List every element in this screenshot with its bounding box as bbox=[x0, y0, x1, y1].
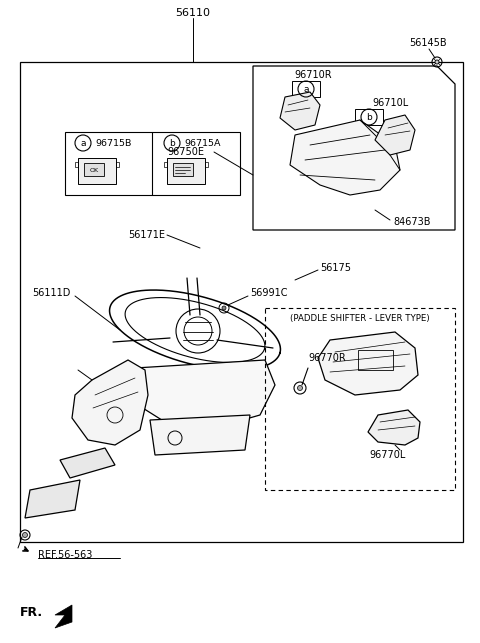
Polygon shape bbox=[60, 448, 115, 478]
Polygon shape bbox=[25, 480, 80, 518]
Polygon shape bbox=[318, 332, 418, 395]
Text: 56145B: 56145B bbox=[409, 38, 446, 48]
Bar bbox=[75, 162, 78, 167]
Text: 56171E: 56171E bbox=[128, 230, 165, 240]
Bar bbox=[355, 109, 383, 125]
Text: a: a bbox=[80, 138, 86, 147]
Circle shape bbox=[23, 532, 27, 538]
Text: FR.: FR. bbox=[20, 606, 43, 619]
Circle shape bbox=[222, 306, 226, 310]
Polygon shape bbox=[72, 360, 148, 445]
Text: 96770R: 96770R bbox=[308, 353, 346, 363]
Text: a: a bbox=[303, 84, 309, 93]
Text: 96750E: 96750E bbox=[168, 147, 204, 157]
Text: 56175: 56175 bbox=[320, 263, 351, 273]
Bar bbox=[173, 163, 193, 176]
Bar bbox=[205, 162, 208, 167]
Polygon shape bbox=[150, 415, 250, 455]
Polygon shape bbox=[375, 115, 415, 155]
Bar bbox=[116, 162, 119, 167]
Bar bbox=[265, 308, 455, 490]
Bar bbox=[358, 350, 393, 370]
Bar bbox=[292, 81, 320, 97]
Text: 96770L: 96770L bbox=[370, 450, 406, 460]
Bar bbox=[20, 62, 463, 542]
Text: (PADDLE SHIFTER - LEVER TYPE): (PADDLE SHIFTER - LEVER TYPE) bbox=[290, 314, 430, 323]
Text: 96710L: 96710L bbox=[372, 98, 408, 108]
Bar bbox=[65, 132, 240, 195]
Polygon shape bbox=[55, 605, 72, 628]
Polygon shape bbox=[368, 410, 420, 445]
Text: 84673B: 84673B bbox=[393, 217, 431, 227]
Bar bbox=[164, 162, 167, 167]
Bar bbox=[167, 158, 205, 184]
Text: 96715B: 96715B bbox=[95, 138, 132, 147]
Polygon shape bbox=[280, 92, 320, 130]
Text: 96710R: 96710R bbox=[294, 70, 332, 80]
Text: OK: OK bbox=[89, 167, 98, 172]
Text: 56111D: 56111D bbox=[32, 288, 71, 298]
Circle shape bbox=[435, 60, 439, 64]
Text: 96715A: 96715A bbox=[184, 138, 220, 147]
Text: 56110: 56110 bbox=[176, 8, 211, 18]
Text: REF.56-563: REF.56-563 bbox=[38, 550, 92, 560]
Bar bbox=[84, 163, 104, 176]
Text: b: b bbox=[366, 113, 372, 122]
Text: b: b bbox=[169, 138, 175, 147]
Circle shape bbox=[298, 386, 302, 390]
Text: 56991C: 56991C bbox=[250, 288, 288, 298]
Bar bbox=[78, 158, 116, 184]
Polygon shape bbox=[290, 120, 400, 195]
Polygon shape bbox=[123, 360, 275, 425]
